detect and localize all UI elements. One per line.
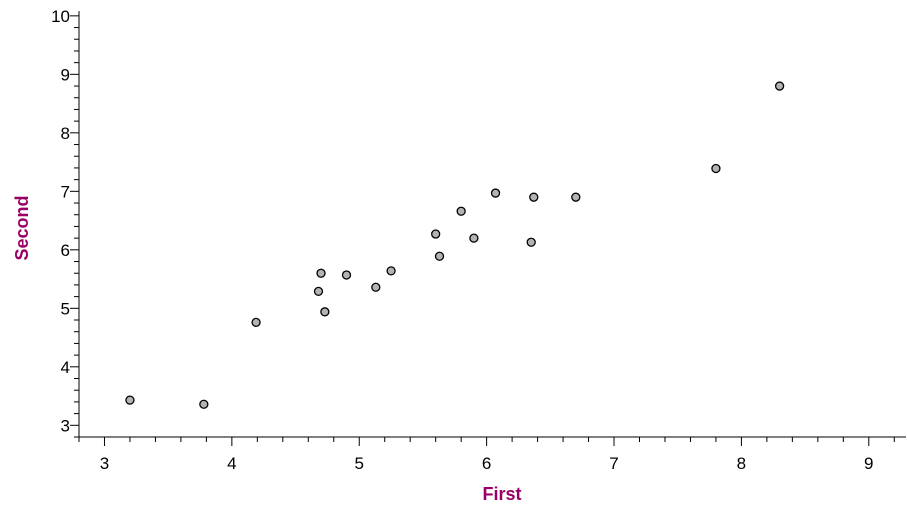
x-tick-label: 9 <box>864 454 873 473</box>
x-tick-label: 4 <box>227 454 236 473</box>
data-point <box>434 251 445 261</box>
data-point <box>371 282 381 292</box>
y-tick-label: 10 <box>51 7 70 26</box>
data-point <box>316 268 326 278</box>
data-point <box>199 399 209 409</box>
data-point <box>529 192 539 202</box>
y-tick-label: 3 <box>61 416 70 435</box>
data-point <box>431 229 441 239</box>
data-point <box>571 192 581 202</box>
y-tick-label: 8 <box>61 124 70 143</box>
data-point <box>456 206 466 216</box>
axes: 3 4 5 6 7 8 9 3 4 5 6 7 8 9 10 <box>51 7 906 473</box>
y-tick-label: 7 <box>61 182 70 201</box>
data-point <box>526 237 536 247</box>
data-point <box>469 233 479 243</box>
y-tick-label: 4 <box>61 358 70 377</box>
data-point <box>251 317 261 328</box>
x-tick-label: 3 <box>100 454 109 473</box>
x-tick-label: 7 <box>609 454 618 473</box>
y-tick-label: 5 <box>61 299 70 318</box>
data-point <box>313 286 324 297</box>
x-axis-title: First <box>482 484 521 504</box>
y-tick-label: 6 <box>61 241 70 260</box>
data-point <box>320 307 330 317</box>
y-axis-title: Second <box>12 195 32 260</box>
data-point <box>341 270 352 280</box>
y-tick-label: 9 <box>61 65 70 84</box>
x-tick-label: 8 <box>737 454 746 473</box>
data-point <box>774 81 785 91</box>
data-points <box>125 81 785 409</box>
data-point <box>125 395 135 405</box>
x-tick-label: 6 <box>482 454 491 473</box>
data-point <box>386 266 396 276</box>
x-tick-label: 5 <box>355 454 364 473</box>
data-point <box>490 188 501 198</box>
data-point <box>711 163 721 174</box>
